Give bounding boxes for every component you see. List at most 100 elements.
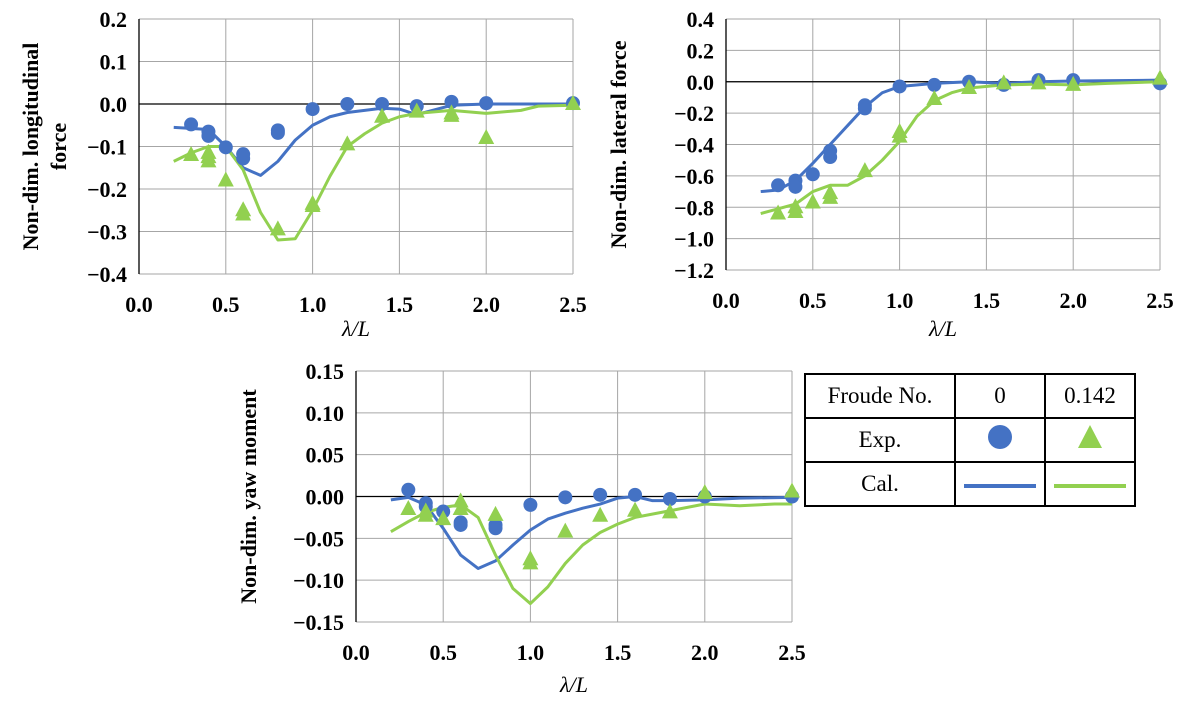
exp-point-circle (927, 77, 942, 92)
exp-point-triangle (183, 146, 200, 161)
exp-point-circle (236, 151, 251, 166)
legend-exp-circle-cell (954, 417, 1046, 463)
exp-point-triangle (217, 171, 234, 187)
exp-point-triangle (891, 127, 908, 143)
exp-point-circle (444, 94, 459, 109)
green-line-icon (1054, 484, 1126, 488)
x-tick-label: 0.5 (429, 640, 457, 665)
exp-point-circle (270, 125, 285, 140)
x-tick-label: 0.0 (125, 292, 153, 317)
y-tick-label: 0.2 (100, 7, 128, 32)
x-tick-label: 2.5 (1146, 288, 1174, 313)
y-tick-label: 0.0 (687, 70, 715, 95)
exp-point-circle (201, 128, 216, 143)
y-tick-label: −0.8 (674, 195, 714, 220)
exp-point-triangle (339, 135, 356, 151)
y-tick-label: −0.4 (87, 262, 127, 287)
legend-froude-label: Froude No. (804, 373, 956, 419)
x-tick-label: 1.0 (886, 288, 914, 313)
legend-row-froude: Froude No. 0 0.142 (804, 373, 1136, 419)
exp-point-circle (892, 79, 907, 94)
exp-point-triangle (200, 152, 217, 168)
exp-point-triangle (804, 193, 821, 209)
legend-cal-green-line-cell (1044, 461, 1136, 507)
x-tick-label: 0.0 (712, 288, 740, 313)
cal-line-fn0142 (173, 103, 574, 242)
exp-point-triangle (435, 510, 452, 526)
exp-point-circle (479, 96, 494, 111)
exp-point-circle (305, 102, 320, 117)
exp-point-triangle (995, 74, 1012, 90)
x-tick-label: 1.5 (604, 640, 632, 665)
legend-cal-label: Cal. (804, 461, 956, 507)
legend-froude-0142: 0.142 (1044, 373, 1136, 419)
exp-point-triangle (565, 95, 581, 110)
exp-point-triangle (304, 197, 321, 212)
x-axis-title: λ/L (341, 316, 370, 341)
exp-point-triangle (961, 79, 978, 95)
exp-point-triangle (770, 204, 787, 220)
x-tick-label: 1.0 (299, 292, 327, 317)
exp-point-circle (340, 97, 355, 111)
exp-point-circle (375, 97, 390, 111)
y-axis-title: Non-dim. lateral force (606, 40, 631, 248)
exp-point-triangle (1030, 74, 1047, 90)
exp-point-triangle (235, 205, 252, 221)
y-tick-label: 0.1 (100, 50, 128, 75)
y-tick-label: −1.2 (674, 258, 714, 283)
exp-point-triangle (661, 503, 678, 519)
x-axis-title: λ/L (928, 316, 957, 341)
x-tick-label: 0.5 (799, 288, 827, 313)
exp-point-triangle (592, 506, 609, 522)
exp-point-circle (788, 179, 803, 194)
exp-point-triangle (522, 554, 539, 570)
exp-point-triangle (696, 484, 713, 500)
legend-row-exp: Exp. (804, 417, 1136, 463)
exp-point-circle (805, 167, 820, 182)
exp-point-circle (401, 482, 416, 497)
exp-point-triangle (408, 102, 425, 118)
chart-yaw-moment: −0.15 −0.10 −0.05 0.00 0.05 0.10 0.15 0.0 0.5 1.0… (236, 359, 806, 697)
y-tick-label: −0.4 (674, 133, 714, 158)
x-tick-label: 2.5 (778, 640, 806, 665)
y-tick-label: −0.15 (293, 610, 344, 635)
chart-longitudinal-force: −0.4 −0.3 −0.2 −0.1 0.0 0.1 0.2 0.0 0.5 1.0 1.5 2.0… (18, 7, 587, 341)
cal-line-fn0 (173, 102, 573, 177)
y-tick-label: 0.15 (306, 359, 345, 384)
cal-line-fn0142 (390, 502, 792, 606)
x-tick-label: 2.0 (691, 640, 719, 665)
exp-point-circle (662, 492, 677, 507)
exp-point-triangle (926, 90, 943, 106)
exp-point-triangle (784, 482, 800, 498)
exp-point-triangle (856, 162, 873, 178)
exp-point-triangle (478, 129, 495, 144)
exp-point-triangle (269, 220, 286, 236)
triangle-marker-icon (1078, 425, 1102, 448)
legend-exp-triangle-cell (1044, 417, 1136, 463)
y-tick-label: −0.6 (674, 164, 714, 189)
y-axis-title: Non-dim. longitudinal (18, 43, 43, 251)
legend-row-cal: Cal. (804, 461, 1136, 507)
exp-point-triangle (374, 107, 391, 123)
exp-point-triangle (627, 501, 644, 517)
x-tick-label: 1.5 (386, 292, 414, 317)
exp-point-circle (593, 487, 608, 502)
exp-point-triangle (1152, 69, 1168, 85)
exp-point-triangle (400, 500, 417, 516)
x-tick-label: 1.0 (517, 640, 545, 665)
y-tick-label: −0.1 (87, 135, 127, 160)
exp-point-triangle (443, 106, 460, 122)
y-tick-label: −0.05 (293, 526, 344, 551)
y-tick-label: 0.10 (306, 401, 345, 426)
y-tick-label: 0.4 (687, 7, 715, 32)
exp-point-circle (823, 150, 838, 165)
y-tick-label: 0.0 (100, 92, 128, 117)
y-tick-label: 0.05 (306, 443, 345, 468)
x-tick-label: 0.5 (212, 292, 240, 317)
exp-point-circle (857, 101, 872, 116)
exp-point-triangle (452, 500, 469, 516)
x-tick-label: 1.5 (973, 288, 1001, 313)
blue-line-icon (964, 484, 1036, 488)
y-tick-label: 0.00 (306, 485, 345, 510)
